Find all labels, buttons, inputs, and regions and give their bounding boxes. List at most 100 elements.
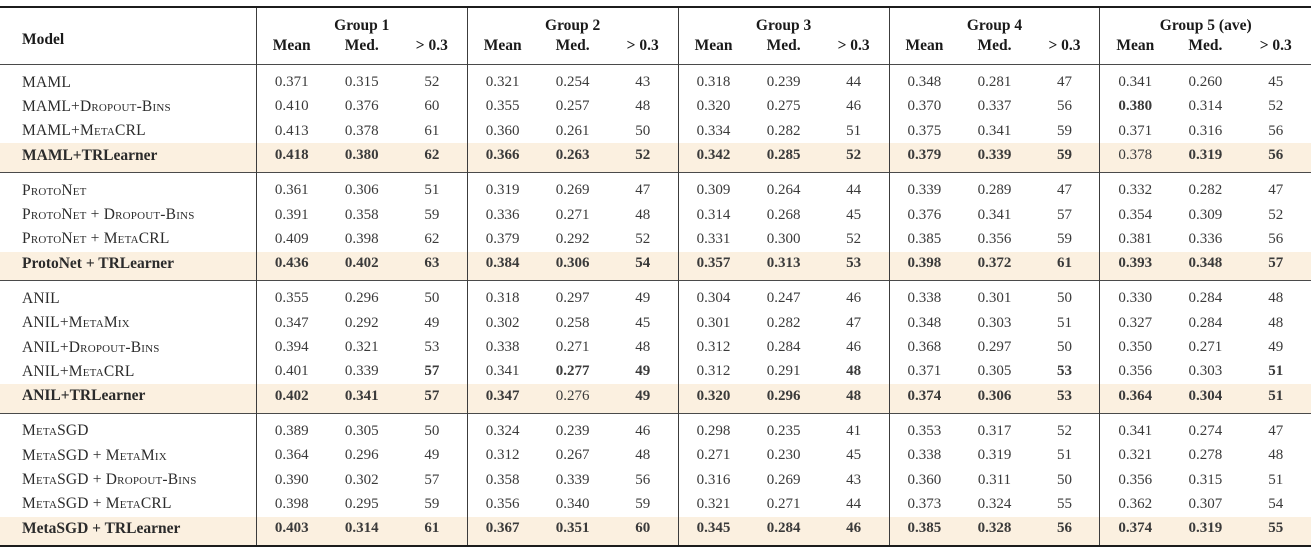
value-cell: 61 [424, 122, 440, 139]
value-cell: 0.278 [1188, 447, 1223, 464]
value-cell: 0.356 [977, 230, 1012, 247]
value-cell: 0.295 [344, 495, 379, 512]
value-cell: 0.356 [1099, 359, 1171, 385]
value-cell: 49 [635, 363, 651, 380]
value-cell: 59 [1057, 122, 1072, 139]
value-cell: 52 [818, 143, 890, 173]
value-cell: 0.398 [255, 492, 327, 517]
value-cell: 0.339 [344, 363, 379, 380]
value-cell: 0.271 [1188, 339, 1223, 355]
model-name: MetaSGD + MetaMix [22, 446, 167, 464]
value-cell: 0.351 [537, 516, 608, 547]
value-cell: 0.304 [677, 280, 749, 311]
value-cell: 45 [635, 314, 651, 331]
value-cell: 0.309 [1188, 206, 1223, 223]
value-cell: 0.338 [888, 280, 960, 311]
value-cell: 0.315 [1188, 471, 1223, 488]
value-cell: 0.332 [1099, 172, 1171, 203]
value-cell: 43 [635, 74, 651, 90]
value-cell: 0.309 [677, 172, 749, 203]
value-cell: 0.235 [766, 422, 801, 439]
value-cell: 57 [396, 384, 468, 414]
value-cell: 0.305 [977, 363, 1012, 380]
value-cell: 48 [846, 363, 862, 380]
value-cell: 60 [424, 98, 440, 115]
model-section-3: ANIL 0.355 0.296 50 0.318 0.297 49 0.304 0.247 46… [0, 280, 1311, 414]
value-cell: 0.263 [537, 143, 608, 173]
value-cell: 0.339 [959, 143, 1030, 173]
value-cell: 48 [635, 98, 651, 115]
value-cell: 0.348 [888, 310, 960, 336]
value-cell: 61 [396, 516, 468, 547]
value-cell: 0.321 [344, 339, 379, 355]
value-cell: 0.331 [677, 227, 749, 252]
value-cell: 0.361 [255, 172, 327, 203]
value-cell: 62 [396, 143, 468, 173]
value-cell: 54 [1268, 495, 1284, 512]
value-cell: 0.284 [1188, 290, 1223, 307]
model-name: MAML [22, 73, 72, 91]
value-cell: 0.410 [255, 94, 327, 120]
value-cell: 0.402 [326, 251, 397, 281]
value-cell: 51 [1057, 314, 1072, 331]
value-cell: 49 [424, 447, 440, 464]
value-cell: 0.271 [677, 443, 749, 468]
value-cell: 0.324 [977, 495, 1012, 512]
value-cell: 45 [846, 447, 862, 464]
value-cell: 0.284 [766, 339, 801, 355]
value-cell: 0.401 [255, 359, 327, 385]
value-cell: 0.341 [1099, 64, 1171, 95]
value-cell: 0.353 [888, 413, 960, 444]
value-cell: 0.239 [766, 74, 801, 90]
value-cell: 57 [1240, 251, 1311, 281]
value-cell: 0.271 [555, 339, 590, 355]
value-cell: 0.316 [1188, 122, 1223, 139]
value-cell: 0.289 [977, 182, 1012, 199]
subheader-gt03: > 0.3 [415, 37, 448, 54]
value-cell: 50 [424, 422, 440, 439]
value-cell: 47 [846, 314, 862, 331]
column-header-group-3: Group 3 [677, 7, 890, 36]
value-cell: 0.258 [555, 314, 590, 331]
value-cell: 0.373 [888, 492, 960, 517]
model-name: ANIL+MetaMix [22, 314, 130, 332]
value-cell: 48 [635, 339, 651, 355]
value-cell: 0.315 [344, 74, 379, 90]
value-cell: 0.296 [748, 384, 819, 414]
value-cell: 0.341 [1099, 413, 1171, 444]
table-row: MAML 0.371 0.315 52 0.321 0.254 43 0.318 0.239 44… [0, 64, 1311, 95]
value-cell: 0.366 [466, 143, 538, 173]
value-cell: 0.368 [888, 335, 960, 360]
value-cell: 46 [846, 98, 862, 115]
value-cell: 0.385 [888, 516, 960, 547]
value-cell: 57 [424, 471, 440, 488]
value-cell: 52 [1268, 98, 1284, 115]
table-row: ANIL+MetaCRL 0.401 0.339 57 0.341 0.277 49 0.31… [0, 359, 1311, 385]
value-cell: 52 [635, 230, 651, 247]
value-cell: 0.304 [1170, 384, 1241, 414]
value-cell: 0.311 [977, 471, 1012, 488]
value-cell: 0.341 [326, 384, 397, 414]
value-cell: 47 [1057, 182, 1072, 199]
value-cell: 61 [1029, 251, 1100, 281]
model-name: ANIL [22, 289, 60, 307]
subheader-mean: Mean [888, 36, 960, 65]
value-cell: 0.301 [977, 290, 1012, 307]
subheader-mean: Mean [466, 36, 538, 65]
value-cell: 46 [635, 422, 651, 439]
value-cell: 48 [635, 206, 651, 223]
value-cell: 0.402 [255, 384, 327, 414]
value-cell: 0.376 [888, 202, 960, 228]
value-cell: 0.374 [1099, 516, 1171, 547]
value-cell: 0.271 [555, 206, 590, 223]
value-cell: 0.292 [344, 314, 379, 331]
value-cell: 0.347 [255, 310, 327, 336]
value-cell: 0.296 [344, 447, 379, 464]
value-cell: 0.348 [888, 64, 960, 95]
table-row: MetaSGD 0.389 0.305 50 0.324 0.239 46 0.298 0.23… [0, 413, 1311, 444]
subheader-mean: Mean [255, 36, 327, 65]
table-row: MAML+TRLearner 0.418 0.380 62 0.366 0.263 52 0.… [0, 143, 1311, 173]
table-row: ANIL 0.355 0.296 50 0.318 0.297 49 0.304 0.247 46… [0, 280, 1311, 311]
value-cell: 49 [1268, 339, 1284, 355]
